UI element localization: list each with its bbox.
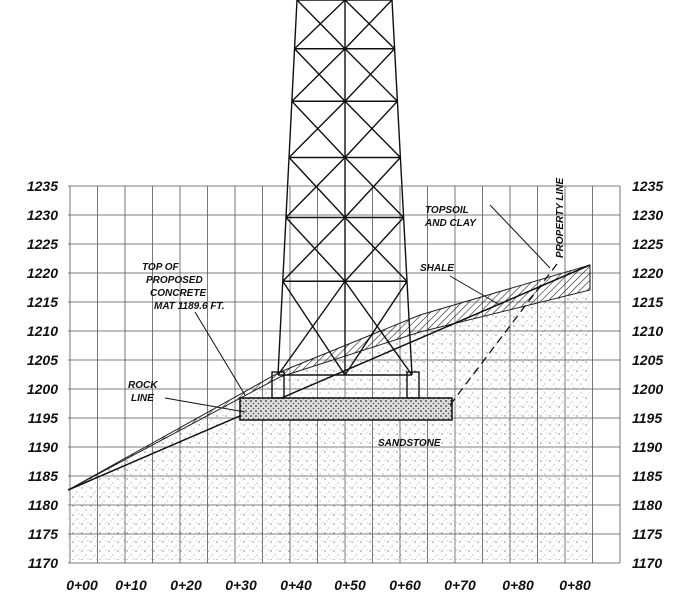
annotation: ROCK [128,380,158,391]
y-label-right: 1185 [632,468,662,484]
annotation: PROPERTY LINE [555,177,566,258]
y-label-right: 1180 [632,497,662,513]
leader [194,311,246,396]
tower-brace [282,217,346,282]
y-label-left: 1190 [28,439,58,455]
y-label-left: 1230 [27,207,58,223]
tower-brace [344,100,398,158]
annotation: CONCRETE [150,288,206,299]
annotation: AND CLAY [424,218,477,229]
y-label-left: 1220 [27,265,58,281]
tower-brace [291,100,346,158]
y-label-left: 1235 [27,178,58,194]
y-label-right: 1220 [632,265,663,281]
tower-brace [344,48,398,102]
x-label: 0+80 [559,577,591,593]
tower-brace [344,280,408,376]
footing [271,371,285,399]
tower-brace [285,217,346,282]
tower-brace [288,157,346,218]
y-label-right: 1205 [632,352,663,368]
y-label-right: 1200 [632,381,663,397]
y-label-right: 1230 [632,207,663,223]
annotation: MAT 1189.6 FT. [154,301,225,312]
y-label-right: 1225 [632,236,663,252]
leader [164,397,246,413]
tower-brace [344,217,408,282]
y-label-right: 1235 [632,178,663,194]
y-label-right: 1210 [632,323,663,339]
tower-brace [282,280,346,376]
tower-brace [344,0,393,50]
annotation: TOP OF [142,262,180,273]
tower-brace [291,48,346,102]
footing [406,371,420,399]
leader [449,275,501,306]
sandstone-region [68,290,590,560]
x-label: 0+80 [502,577,534,593]
tower-brace [296,0,346,50]
y-label-left: 1200 [27,381,58,397]
annotation: TOPSOIL [425,205,469,216]
property-line [449,259,561,406]
tower-brace [344,100,401,158]
y-label-left: 1210 [27,323,58,339]
y-label-left: 1180 [28,497,58,513]
tower-brace [344,0,396,50]
tower-brace [277,280,346,376]
y-label-right: 1190 [632,439,662,455]
y-label-left: 1195 [28,410,58,426]
concrete-mat [239,397,453,421]
y-label-left: 1205 [27,352,58,368]
annotation: PROPOSED [146,275,203,286]
x-label: 0+00 [66,577,98,593]
tower-brace [294,0,346,50]
y-label-right: 1215 [632,294,663,310]
annotation: LINE [131,393,154,404]
y-label-right: 1175 [632,526,662,542]
x-label: 0+70 [444,577,476,593]
tower-brace [344,157,405,218]
labels: 1235 1235 1230 1230 1225 1225 1220 1220 1215 1215… [27,177,664,593]
x-label: 0+60 [389,577,421,593]
tower-brace [344,157,401,218]
y-label-left: 1215 [27,294,58,310]
x-label: 0+40 [280,577,312,593]
annotation: SANDSTONE [378,438,441,449]
ground-line [67,264,591,491]
x-label: 0+20 [170,577,202,593]
y-label-right: 1195 [632,410,662,426]
y-label-left: 1185 [28,468,58,484]
tower-leg [391,0,413,376]
tower-leg [277,0,298,376]
tower-brace [344,217,405,282]
leader [489,204,551,269]
y-label-left: 1170 [28,555,58,571]
tower-brace [344,280,413,376]
tower-brace [344,48,396,102]
y-label-left: 1175 [28,526,58,542]
annotation: SHALE [420,263,454,274]
tower-brace [285,157,346,218]
tower [271,0,420,399]
tower-brace [288,100,346,158]
y-label-right: 1170 [632,555,662,571]
tower-brace [294,48,346,102]
y-label-left: 1225 [27,236,58,252]
x-label: 0+50 [334,577,366,593]
x-label: 0+10 [115,577,147,593]
x-label: 0+30 [225,577,257,593]
